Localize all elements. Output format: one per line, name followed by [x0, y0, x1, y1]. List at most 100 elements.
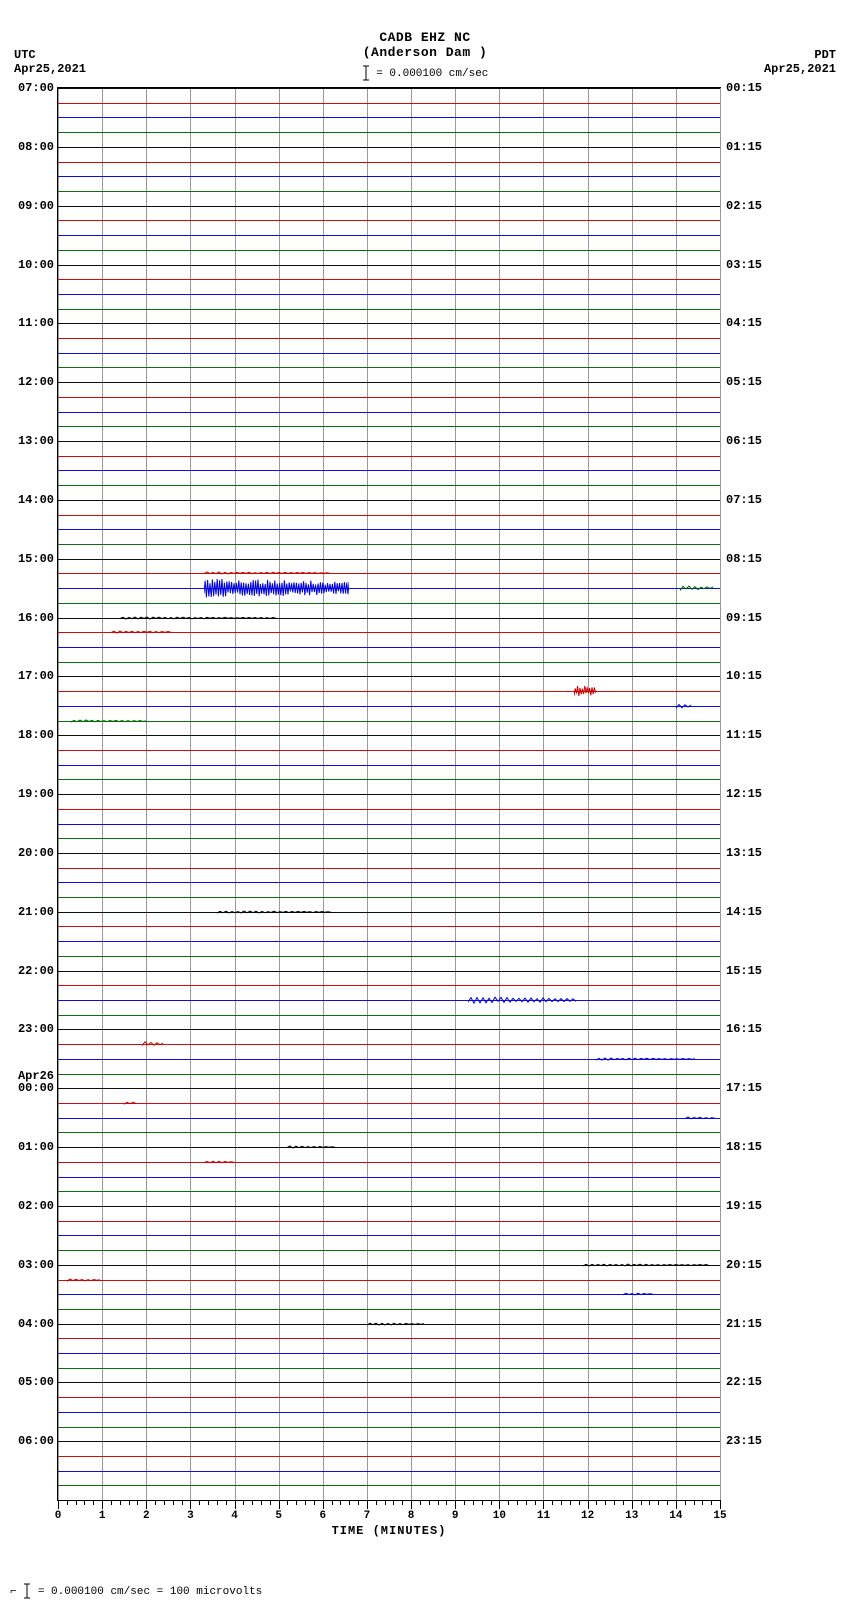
trace-baseline — [58, 265, 720, 266]
hour-label-right: 14:15 — [726, 905, 770, 919]
xaxis-tick-label: 14 — [669, 1510, 682, 1522]
xaxis-tick-minor — [314, 1500, 315, 1505]
xaxis-tick-minor — [376, 1500, 377, 1505]
hour-label-right: 19:15 — [726, 1199, 770, 1213]
trace-baseline — [58, 647, 720, 648]
hour-label-right: 16:15 — [726, 1022, 770, 1036]
trace-baseline — [58, 1147, 720, 1148]
xaxis-tick-label: 1 — [99, 1510, 106, 1522]
tz-left-label: UTC — [14, 48, 86, 62]
xaxis-tick-minor — [296, 1500, 297, 1505]
trace-baseline — [58, 117, 720, 118]
hour-label-right: 03:15 — [726, 258, 770, 272]
tz-left-date: Apr25,2021 — [14, 62, 86, 76]
trace-baseline — [58, 220, 720, 221]
hour-label-left: 20:00 — [10, 846, 54, 860]
trace-baseline — [58, 1162, 720, 1163]
xaxis-tick-label: 13 — [625, 1510, 638, 1522]
xaxis-tick-major — [367, 1500, 368, 1509]
hour-label-right: 17:15 — [726, 1081, 770, 1095]
trace-baseline — [58, 544, 720, 545]
xaxis-tick-label: 11 — [537, 1510, 550, 1522]
xaxis-tick-label: 6 — [319, 1510, 326, 1522]
xaxis-tick-label: 12 — [581, 1510, 594, 1522]
seismic-event — [71, 718, 146, 724]
xaxis-title: TIME (MINUTES) — [58, 1524, 720, 1538]
hour-label-left: 09:00 — [10, 199, 54, 213]
xaxis-tick-label: 3 — [187, 1510, 194, 1522]
trace-baseline — [58, 941, 720, 942]
trace-baseline — [58, 897, 720, 898]
seismogram-container: CADB EHZ NC (Anderson Dam ) = 0.000100 c… — [0, 0, 850, 1613]
trace-baseline — [58, 721, 720, 722]
trace-baseline — [58, 1250, 720, 1251]
seismic-event — [287, 1144, 336, 1150]
trace-baseline — [58, 191, 720, 192]
trace-baseline — [58, 1294, 720, 1295]
xaxis-tick-minor — [446, 1500, 447, 1505]
hour-label-left: 15:00 — [10, 552, 54, 566]
xaxis-tick-minor — [120, 1500, 121, 1505]
xaxis-tick-minor — [208, 1500, 209, 1505]
trace-baseline — [58, 750, 720, 751]
trace-baseline — [58, 353, 720, 354]
trace-baseline — [58, 1427, 720, 1428]
xaxis-tick-minor — [402, 1500, 403, 1505]
trace-baseline — [58, 1280, 720, 1281]
xaxis-tick-minor — [155, 1500, 156, 1505]
trace-baseline — [58, 1412, 720, 1413]
trace-baseline — [58, 1338, 720, 1339]
seismic-event — [204, 570, 332, 576]
xaxis-tick-minor — [243, 1500, 244, 1505]
trace-baseline — [58, 971, 720, 972]
footer-scale: ⌐ = 0.000100 cm/sec = 100 microvolts — [10, 1583, 262, 1599]
xaxis-tick-minor — [199, 1500, 200, 1505]
xaxis-tick-minor — [129, 1500, 130, 1505]
trace-baseline — [58, 338, 720, 339]
xaxis-tick-minor — [76, 1500, 77, 1505]
trace-baseline — [58, 382, 720, 383]
trace-baseline — [58, 1456, 720, 1457]
xaxis-tick-minor — [173, 1500, 174, 1505]
seismic-event — [596, 1056, 698, 1062]
trace-baseline — [58, 1074, 720, 1075]
xaxis-tick-minor — [340, 1500, 341, 1505]
seismic-event — [623, 1291, 654, 1297]
trace-baseline — [58, 735, 720, 736]
trace-baseline — [58, 956, 720, 957]
xaxis-tick-minor — [429, 1500, 430, 1505]
seismic-event — [583, 1262, 711, 1268]
trace-baseline — [58, 765, 720, 766]
trace-baseline — [58, 1441, 720, 1442]
trace-baseline — [58, 309, 720, 310]
footer-text: = 0.000100 cm/sec = 100 microvolts — [38, 1586, 262, 1598]
seismic-event — [204, 1159, 235, 1165]
xaxis-tick-major — [58, 1500, 59, 1509]
xaxis-tick-minor — [623, 1500, 624, 1505]
xaxis-tick-label: 10 — [493, 1510, 506, 1522]
trace-baseline — [58, 809, 720, 810]
seismic-event — [468, 995, 578, 1005]
seismic-event — [124, 1100, 137, 1106]
xaxis-tick-minor — [649, 1500, 650, 1505]
hour-label-left: 02:00 — [10, 1199, 54, 1213]
footer-prefix: ⌐ — [10, 1586, 17, 1598]
hour-label-left: 16:00 — [10, 611, 54, 625]
xaxis-tick-minor — [164, 1500, 165, 1505]
xaxis-tick-minor — [667, 1500, 668, 1505]
xaxis-tick-major — [411, 1500, 412, 1509]
xaxis-tick-label: 4 — [231, 1510, 238, 1522]
xaxis-tick-minor — [464, 1500, 465, 1505]
trace-baseline — [58, 1309, 720, 1310]
seismic-event — [204, 578, 350, 598]
xaxis-tick-minor — [182, 1500, 183, 1505]
station-title: CADB EHZ NC — [0, 30, 850, 45]
hour-label-right: 05:15 — [726, 375, 770, 389]
trace-baseline — [58, 279, 720, 280]
trace-baseline — [58, 1353, 720, 1354]
trace-baseline — [58, 1132, 720, 1133]
trace-baseline — [58, 88, 720, 89]
trace-baseline — [58, 912, 720, 913]
tz-right-label: PDT — [764, 48, 836, 62]
hour-label-right: 11:15 — [726, 728, 770, 742]
